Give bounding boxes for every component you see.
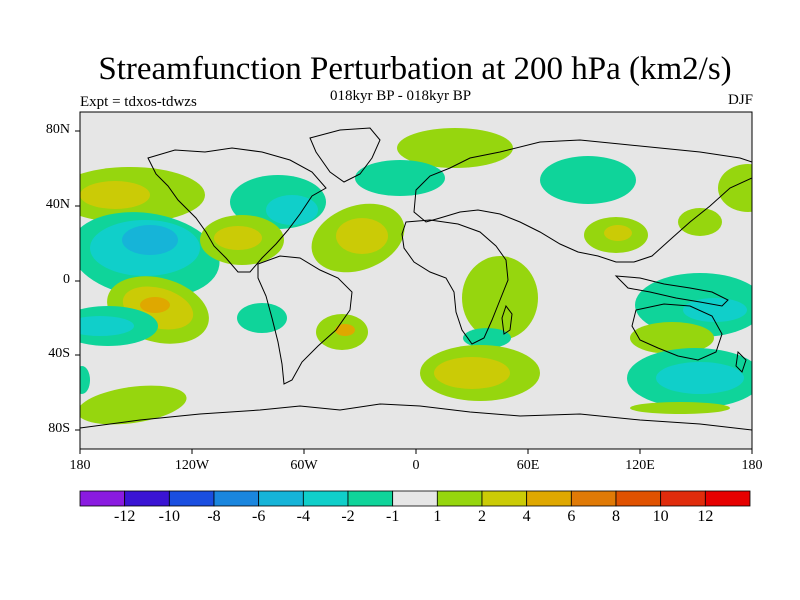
region-na-neg2 <box>266 195 318 225</box>
colorbar-swatch <box>302 490 349 507</box>
colorbar-swatch <box>347 490 394 507</box>
region-arctic-pos <box>397 128 513 168</box>
region-africa-pos <box>462 256 538 340</box>
lon-label-180w: 180 <box>69 458 91 473</box>
colorbar-tick-label: -8 <box>207 508 221 525</box>
region-chile-neg <box>237 303 287 333</box>
colorbar-tick-label: 8 <box>612 508 620 525</box>
coast-new-zealand <box>735 350 747 373</box>
coastlines <box>80 127 752 431</box>
lon-label-120e: 120E <box>625 458 655 473</box>
region-satl-pos2 <box>335 324 355 336</box>
region-so-neg2 <box>656 362 744 394</box>
colorbar-tick-label: 10 <box>652 508 669 525</box>
region-so-pos2b <box>434 357 510 389</box>
lat-label-80s: 80S <box>48 421 70 436</box>
lat-label-40s: 40S <box>48 346 70 361</box>
coast-south-america <box>257 255 353 385</box>
region-china-pos2 <box>604 225 632 241</box>
period-subtitle: 018kyr BP - 018kyr BP <box>330 88 472 104</box>
colorbar-swatch <box>570 490 617 507</box>
season-label: DJF <box>727 92 753 108</box>
coast-madagascar <box>501 304 513 335</box>
colorbar-swatch <box>392 490 438 507</box>
coast-north-america <box>147 147 327 273</box>
region-nepac-pos <box>678 208 722 236</box>
colorbar-tick-label: -10 <box>158 508 180 525</box>
region-so-pos3 <box>630 402 730 414</box>
contour-regions <box>80 128 752 425</box>
colorbar-swatch <box>168 490 215 507</box>
chart-title: Streamfunction Perturbation at 200 hPa (… <box>98 51 732 87</box>
colorbar-tick-label: 6 <box>567 508 576 525</box>
colorbar-swatch <box>258 490 304 507</box>
colorbar-swatch <box>124 490 170 507</box>
axis-ticks <box>75 130 753 454</box>
region-aus-pos <box>630 322 714 354</box>
colorbar-tick-label: -2 <box>341 508 355 525</box>
colorbar-swatch <box>79 490 126 507</box>
lon-label-0: 0 <box>412 458 420 473</box>
coast-africa <box>401 219 509 345</box>
colorbar <box>79 490 751 507</box>
colorbar-swatch <box>481 490 528 507</box>
region-so-pos1 <box>80 385 187 425</box>
lon-label-60e: 60E <box>516 458 540 473</box>
colorbar-tick-label: 1 <box>433 508 442 525</box>
region-ne-pos <box>718 164 752 212</box>
colorbar-tick-label: 4 <box>522 508 531 525</box>
lon-label-120w: 120W <box>174 458 210 473</box>
colorbar-swatch <box>213 490 260 507</box>
region-mexico-pos2 <box>214 226 262 250</box>
colorbar-swatch <box>660 490 706 507</box>
lat-label-equator: 0 <box>63 272 70 287</box>
region-npac-neg3 <box>122 225 178 255</box>
colorbar-tick-label: 12 <box>697 508 714 525</box>
region-arctic-neg <box>355 160 445 196</box>
region-spac-pos3 <box>140 297 170 313</box>
colorbar-tick-label: -4 <box>296 508 310 525</box>
colorbar-swatch <box>615 490 662 507</box>
lat-label-40n: 40N <box>45 197 70 212</box>
region-west-edge-neg <box>80 366 90 394</box>
colorbar-swatch <box>526 490 572 507</box>
lon-label-180e: 180 <box>741 458 763 473</box>
lon-label-60w: 60W <box>290 458 318 473</box>
colorbar-tick-label: -6 <box>251 508 266 525</box>
experiment-label: Expt = tdxos-tdwzs <box>80 94 197 110</box>
region-siberia-neg <box>540 156 636 204</box>
coast-indonesia <box>614 275 729 307</box>
lat-label-80n: 80N <box>45 122 70 137</box>
colorbar-tick-label: -12 <box>113 508 136 525</box>
region-natl-pos2 <box>336 218 388 254</box>
coast-greenland <box>309 127 381 183</box>
colorbar-swatch <box>704 490 751 507</box>
region-aleutian-core <box>80 181 150 209</box>
colorbar-swatch <box>436 490 483 507</box>
coast-australia <box>631 303 723 361</box>
coast-antarctica <box>80 403 752 431</box>
colorbar-tick-label: 2 <box>478 508 486 525</box>
region-spac-neg2 <box>80 316 134 336</box>
colorbar-tick-label: -1 <box>385 508 400 525</box>
coast-europe-asia <box>413 139 752 263</box>
region-mc-neg2 <box>683 298 747 322</box>
